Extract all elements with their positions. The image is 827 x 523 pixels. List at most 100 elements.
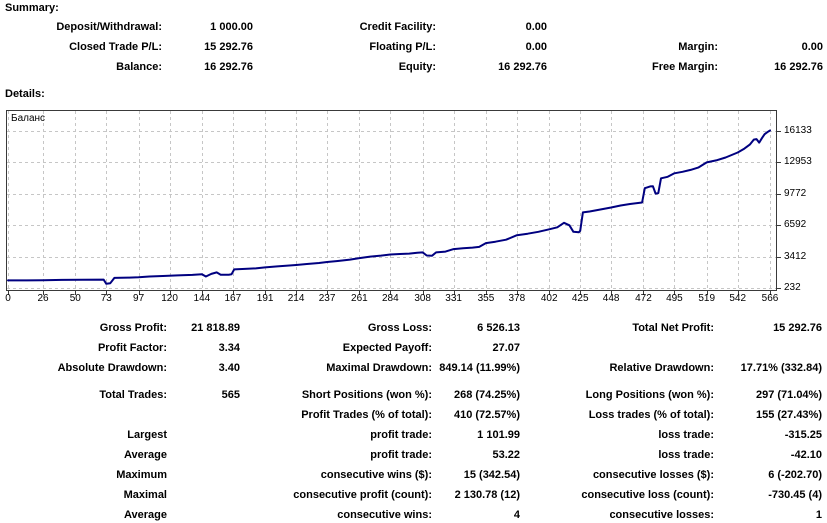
stat-label: profit trade: — [370, 429, 432, 441]
stat-value: 268 (74.25%) — [453, 389, 520, 401]
stat-value: 17.71% (332.84) — [740, 362, 822, 374]
x-axis-tick-label: 566 — [761, 293, 779, 304]
stat-value: -730.45 (4) — [768, 489, 822, 501]
summary-value: 16 292.76 — [774, 61, 823, 73]
stat-value: 6 526.13 — [477, 322, 520, 334]
stat-value: 565 — [221, 389, 240, 401]
summary-table: Deposit/Withdrawal: 1 000.00 Credit Facili… — [0, 17, 823, 77]
summary-label: Margin: — [678, 41, 718, 53]
x-axis-tick-label: 50 — [69, 293, 81, 304]
stats-table-trades: Total Trades: 565 Short Positions (won %):… — [0, 385, 822, 523]
y-axis-tick-label: 16133 — [784, 124, 812, 136]
stat-value — [714, 338, 822, 358]
stat-label: consecutive wins ($): — [320, 469, 432, 481]
stat-value — [167, 445, 240, 465]
stat-value: 155 (27.43%) — [755, 409, 822, 421]
balance-chart-canvas — [6, 110, 781, 295]
summary-value: 0.00 — [525, 41, 547, 53]
stat-value: 6 (-202.70) — [768, 469, 822, 481]
details-heading: Details: — [5, 88, 45, 100]
x-axis-tick-label: 120 — [161, 293, 178, 304]
stat-label: Gross Profit: — [99, 322, 167, 334]
summary-value: 16 292.76 — [204, 61, 253, 73]
stat-value: 3.40 — [218, 362, 240, 374]
balance-chart: Баланс — [6, 110, 781, 295]
summary-label — [547, 17, 718, 37]
stat-value: 4 — [513, 509, 520, 521]
summary-label: Free Margin: — [651, 61, 718, 73]
stat-value: 53.22 — [492, 449, 520, 461]
x-axis-tick-label: 448 — [602, 293, 620, 304]
stat-value: 2 130.78 (12) — [454, 489, 520, 501]
x-axis-tick-label: 542 — [729, 293, 747, 304]
summary-value: 0.00 — [525, 21, 547, 33]
stat-label: Average — [123, 509, 167, 521]
chart-series-label: Баланс — [11, 113, 46, 124]
stat-value: 27.07 — [492, 342, 520, 354]
stat-label: Gross Loss: — [367, 322, 432, 334]
stat-label: consecutive losses: — [609, 509, 714, 521]
x-axis-tick-label: 495 — [666, 293, 683, 304]
stat-label: Profit Trades (% of total): — [301, 409, 432, 421]
stat-label: consecutive loss (count): — [581, 489, 714, 501]
summary-heading: Summary: — [5, 2, 59, 14]
stat-label: consecutive profit (count): — [293, 489, 432, 501]
x-axis-tick-label: 214 — [287, 293, 305, 304]
summary-value — [718, 17, 823, 37]
stat-value — [167, 485, 240, 505]
stat-label: Profit Factor: — [97, 342, 167, 354]
stat-value: 15 292.76 — [773, 322, 822, 334]
x-axis-tick-label: 331 — [445, 293, 462, 304]
y-axis-tick-label: 12953 — [784, 155, 812, 167]
stat-label: Largest — [127, 429, 167, 441]
stat-label: Total Trades: — [99, 389, 167, 401]
stat-value — [167, 465, 240, 485]
stat-label: loss trade: — [658, 429, 714, 441]
stat-label — [520, 338, 714, 358]
y-axis-tick-label: 232 — [784, 282, 801, 293]
stat-label: consecutive losses ($): — [592, 469, 714, 481]
x-axis-tick-label: 284 — [382, 293, 399, 304]
stat-label: Long Positions (won %): — [585, 389, 714, 401]
stat-label: Total Net Profit: — [632, 322, 714, 334]
stat-value — [167, 405, 240, 425]
x-axis-tick-label: 355 — [477, 293, 495, 304]
stat-label: Loss trades (% of total): — [588, 409, 714, 421]
stat-label: loss trade: — [658, 449, 714, 461]
stat-value: 21 818.89 — [191, 322, 240, 334]
x-axis-tick-label: 73 — [100, 293, 112, 304]
stat-label: Short Positions (won %): — [301, 389, 432, 401]
summary-value: 0.00 — [801, 41, 823, 53]
x-axis-tick-label: 191 — [256, 293, 274, 304]
stat-label: Average — [123, 449, 167, 461]
stat-value: 849.14 (11.99%) — [439, 362, 520, 374]
x-axis-tick-label: 167 — [224, 293, 242, 304]
stat-value: -315.25 — [784, 429, 822, 441]
stat-value: 3.34 — [218, 342, 240, 354]
stat-value: 297 (71.04%) — [755, 389, 822, 401]
stat-value: 410 (72.57%) — [453, 409, 520, 421]
x-axis-tick-label: 519 — [698, 293, 716, 304]
x-axis-tick-label: 26 — [37, 293, 49, 304]
stat-label: Maximal — [123, 489, 167, 501]
x-axis-tick-label: 308 — [414, 293, 431, 304]
stat-label — [0, 405, 167, 425]
stat-value — [167, 425, 240, 445]
summary-value: 15 292.76 — [204, 41, 253, 53]
x-axis-tick-label: 425 — [571, 293, 589, 304]
stat-label: profit trade: — [370, 449, 432, 461]
stat-value: 1 101.99 — [477, 429, 520, 441]
stat-label: Absolute Drawdown: — [57, 362, 167, 374]
x-axis-tick-label: 97 — [133, 293, 145, 304]
summary-label: Credit Facility: — [359, 21, 436, 33]
summary-label: Closed Trade P/L: — [69, 41, 162, 53]
summary-label: Deposit/Withdrawal: — [56, 21, 162, 33]
y-axis-tick-label: 9772 — [784, 187, 807, 199]
x-axis-tick-label: 261 — [351, 293, 368, 304]
stat-value: 15 (342.54) — [463, 469, 520, 481]
summary-label: Equity: — [398, 61, 436, 73]
stat-label: consecutive wins: — [337, 509, 432, 521]
y-axis-tick-label: 6592 — [784, 219, 807, 230]
stat-value — [167, 505, 240, 523]
